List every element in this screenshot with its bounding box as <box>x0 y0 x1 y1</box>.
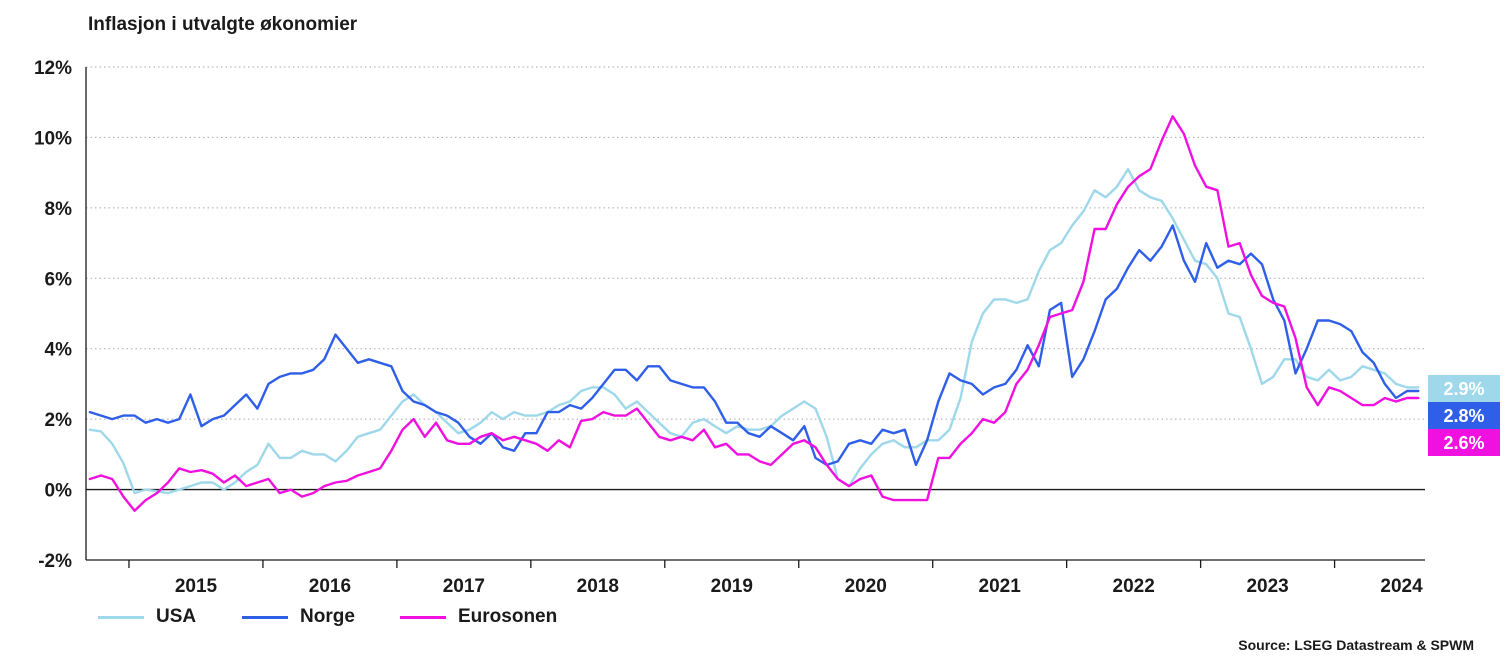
x-tick-label: 2015 <box>175 576 218 597</box>
y-tick-label: 0% <box>45 481 73 502</box>
y-tick-label: 2% <box>45 410 73 431</box>
x-tick-label: 2016 <box>309 576 351 597</box>
y-axis-ticks: -2% 0% 2% 4% 6% 8% 10% 12% <box>34 58 72 572</box>
end-label-norge: 2.8% <box>1428 402 1500 429</box>
legend-label-eurosonen: Eurosonen <box>458 606 558 627</box>
chart-title: Inflasjon i utvalgte økonomier <box>88 14 358 35</box>
end-label-text: 2.6% <box>1443 433 1484 453</box>
end-label-eurosonen: 2.6% <box>1428 429 1500 456</box>
y-tick-label: 4% <box>45 340 73 361</box>
end-labels: 2.9% 2.8% 2.6% <box>1428 375 1500 456</box>
y-tick-label: 10% <box>34 128 72 149</box>
series-lines <box>88 115 1420 512</box>
x-tick-label: 2018 <box>577 576 619 597</box>
x-tick-label: 2022 <box>1113 576 1155 597</box>
series-line-usa <box>88 167 1420 495</box>
legend-swatch-eurosonen <box>400 615 446 619</box>
x-tick-label: 2023 <box>1246 576 1288 597</box>
series-line-norge <box>88 224 1420 467</box>
x-tick-label: 2017 <box>443 576 485 597</box>
y-tick-label: 12% <box>34 58 72 79</box>
y-tick-label: -2% <box>38 551 72 572</box>
end-label-text: 2.9% <box>1443 379 1484 399</box>
x-tick-label: 2020 <box>845 576 887 597</box>
x-tick-label: 2019 <box>711 576 753 597</box>
end-label-text: 2.8% <box>1443 406 1484 426</box>
x-tick-label: 2021 <box>979 576 1022 597</box>
grid-lines <box>86 66 1425 491</box>
legend-label-norge: Norge <box>300 606 355 627</box>
legend-swatch-usa <box>98 615 144 619</box>
legend-item-eurosonen: Eurosonen <box>400 606 557 628</box>
legend-label-usa: USA <box>156 606 197 627</box>
legend-item-usa: USA <box>98 606 196 628</box>
end-label-usa: 2.9% <box>1428 375 1500 402</box>
end-label-box <box>1428 402 1500 429</box>
end-label-box <box>1428 375 1500 402</box>
y-tick-label: 8% <box>45 199 73 220</box>
y-tick-label: 6% <box>45 269 73 290</box>
legend-item-norge: Norge <box>242 606 355 628</box>
end-label-box <box>1428 429 1500 456</box>
x-tick-label: 2024 <box>1380 576 1423 597</box>
legend-swatch-norge <box>242 615 288 619</box>
x-axis: 2015 2016 2017 2018 2019 2020 2021 2022 2023 2024 <box>85 67 1425 597</box>
series-line-eurosonen <box>88 115 1420 512</box>
source-note: Source: LSEG Datastream & SPWM <box>1238 637 1474 653</box>
